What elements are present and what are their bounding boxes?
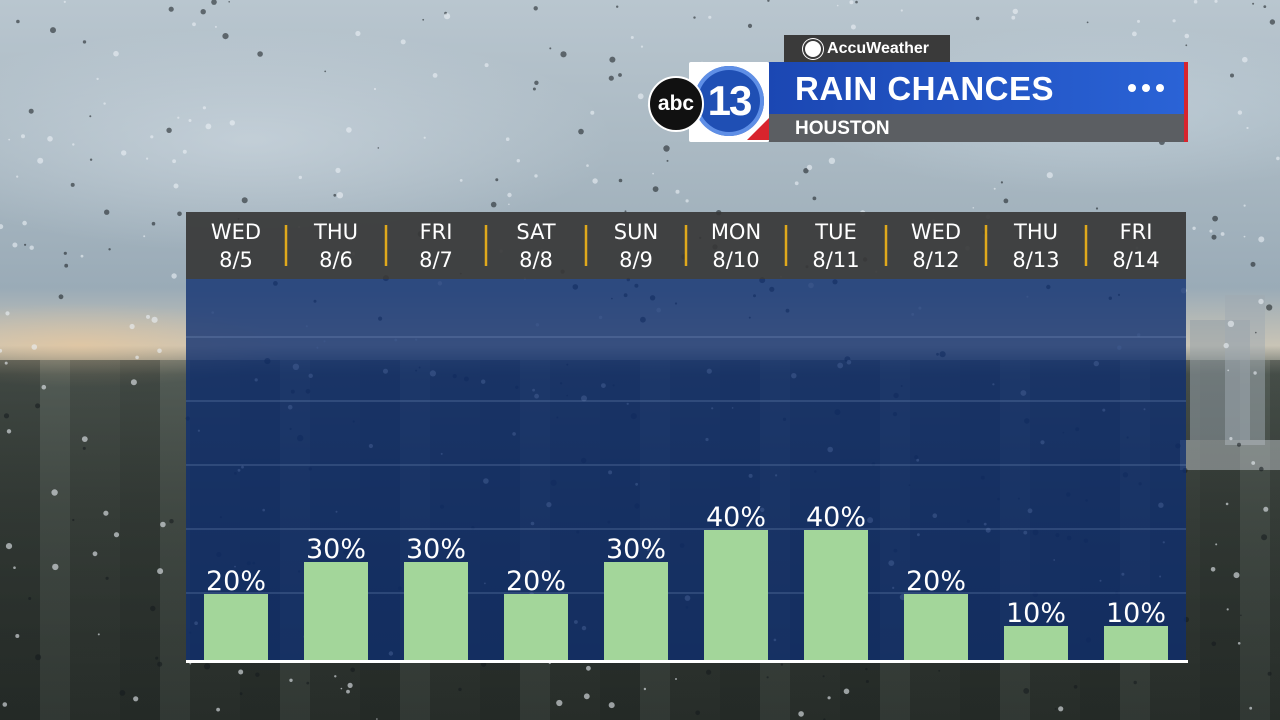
bar	[404, 562, 468, 660]
tick-label-day: MON	[711, 220, 761, 244]
bar	[804, 530, 868, 660]
blurred-road	[1180, 440, 1280, 470]
tick-label-date: 8/13	[1012, 248, 1059, 272]
location-name: HOUSTON	[795, 118, 890, 139]
tick-label-date: 8/14	[1112, 248, 1159, 272]
data-label: 10%	[1106, 598, 1166, 629]
bar	[704, 530, 768, 660]
tick-label-day: SUN	[614, 220, 658, 244]
bar	[1104, 626, 1168, 660]
tick-label-date: 8/5	[219, 248, 253, 272]
tick-label-date: 8/8	[519, 248, 553, 272]
red-accent-edge	[1184, 62, 1188, 142]
tick-label-day: THU	[1013, 220, 1058, 244]
data-label: 20%	[206, 566, 266, 597]
data-label: 40%	[706, 502, 766, 533]
accuweather-tag: AccuWeather	[784, 35, 950, 62]
tick-label-date: 8/12	[912, 248, 959, 272]
tick-label-date: 8/9	[619, 248, 653, 272]
tick-label-date: 8/6	[319, 248, 353, 272]
bar	[304, 562, 368, 660]
tick-label-day: TUE	[814, 220, 856, 244]
more-dots-icon	[1128, 84, 1164, 92]
bar	[204, 594, 268, 660]
data-label: 30%	[606, 534, 666, 565]
station-logo-ring	[694, 66, 764, 136]
tick-label-day: WED	[911, 220, 961, 244]
data-label: 20%	[506, 566, 566, 597]
bar	[904, 594, 968, 660]
location-bar: HOUSTON	[769, 114, 1184, 142]
tick-label-date: 8/7	[419, 248, 453, 272]
bar	[504, 594, 568, 660]
tick-label-day: THU	[313, 220, 358, 244]
chart-baseline	[186, 660, 1188, 663]
bar	[604, 562, 668, 660]
data-label: 20%	[906, 566, 966, 597]
tick-label-day: SAT	[516, 220, 555, 244]
sun-icon	[805, 40, 822, 57]
tick-label-day: FRI	[420, 220, 453, 244]
data-label: 10%	[1006, 598, 1066, 629]
data-label: 40%	[806, 502, 866, 533]
data-label: 30%	[306, 534, 366, 565]
blurred-tower	[1225, 295, 1265, 445]
data-label: 30%	[406, 534, 466, 565]
tick-label-day: FRI	[1120, 220, 1153, 244]
bar	[1004, 626, 1068, 660]
tick-label-day: WED	[211, 220, 261, 244]
graphic-title: RAIN CHANCES	[795, 70, 1055, 107]
abc-logo: abc	[648, 76, 704, 132]
station-number: 13	[707, 77, 753, 124]
tick-label-date: 8/10	[712, 248, 759, 272]
provider-name: AccuWeather	[827, 39, 929, 57]
tick-label-date: 8/11	[812, 248, 859, 272]
title-bar: RAIN CHANCES	[769, 62, 1184, 114]
